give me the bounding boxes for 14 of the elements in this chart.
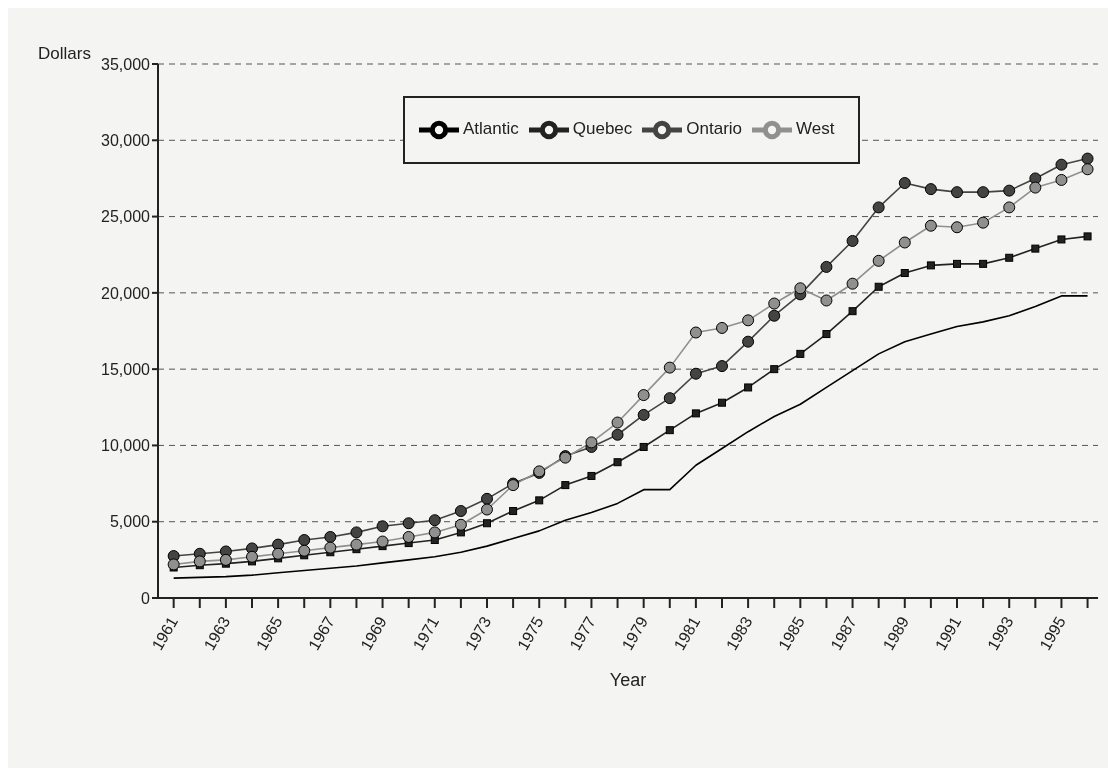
y-tick-label: 5,000 [109, 513, 151, 531]
y-tick-label: 30,000 [101, 131, 151, 149]
y-tick-label: 15,000 [101, 360, 151, 378]
y-axis-title: Dollars [38, 44, 91, 64]
y-tick-label: 35,000 [101, 55, 151, 73]
y-tick-label: 0 [141, 589, 151, 607]
x-axis-title: Year [609, 670, 647, 690]
legend-label: Atlantic [463, 119, 519, 139]
y-tick-label: 10,000 [101, 437, 151, 455]
y-tick-label: 25,000 [101, 208, 151, 226]
y-tick-label: 20,000 [101, 284, 151, 302]
legend-label: West [796, 119, 835, 139]
legend-label: Quebec [572, 119, 633, 139]
legend-label: Ontario [686, 119, 743, 139]
